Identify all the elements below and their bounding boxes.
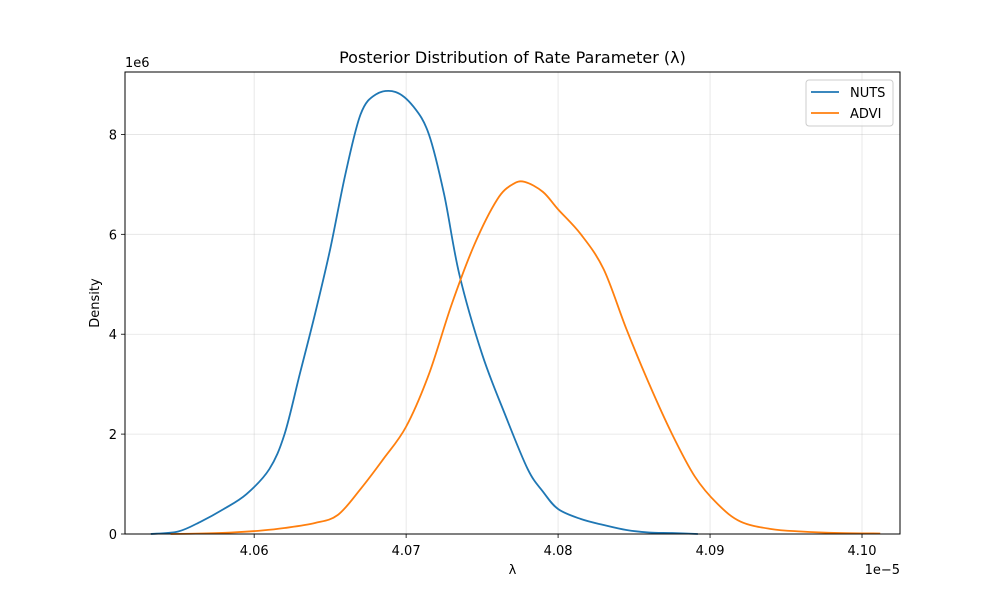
- x-tick-label: 4.08: [544, 544, 573, 559]
- series-layer: [150, 89, 881, 535]
- x-offset-label: 1e−5: [865, 563, 900, 578]
- axes: 4.06 4.07 4.08 4.09 4.10 0 2 4 6 8: [109, 128, 877, 559]
- series-line-advi: [170, 180, 881, 535]
- x-tick-label: 4.09: [696, 544, 725, 559]
- y-tick-label: 4: [109, 328, 117, 343]
- legend-label-nuts: NUTS: [850, 86, 885, 101]
- y-tick-label: 6: [109, 228, 117, 243]
- x-tick-label: 4.06: [240, 544, 269, 559]
- x-tick-label: 4.07: [392, 544, 421, 559]
- plot-frame: [124, 71, 901, 535]
- y-tick-label: 2: [109, 428, 117, 443]
- y-offset-label: 1e6: [125, 56, 150, 71]
- legend-label-advi: ADVI: [850, 107, 881, 122]
- x-tick-label: 4.10: [848, 544, 877, 559]
- series-line-nuts: [150, 89, 698, 535]
- chart-title: Posterior Distribution of Rate Parameter…: [339, 48, 686, 67]
- grid: [125, 72, 900, 535]
- legend: NUTS ADVI: [805, 79, 894, 127]
- y-axis-label: Density: [88, 278, 103, 328]
- y-tick-label: 8: [109, 128, 117, 143]
- y-tick-label: 0: [109, 528, 117, 543]
- x-axis-label: λ: [509, 563, 517, 578]
